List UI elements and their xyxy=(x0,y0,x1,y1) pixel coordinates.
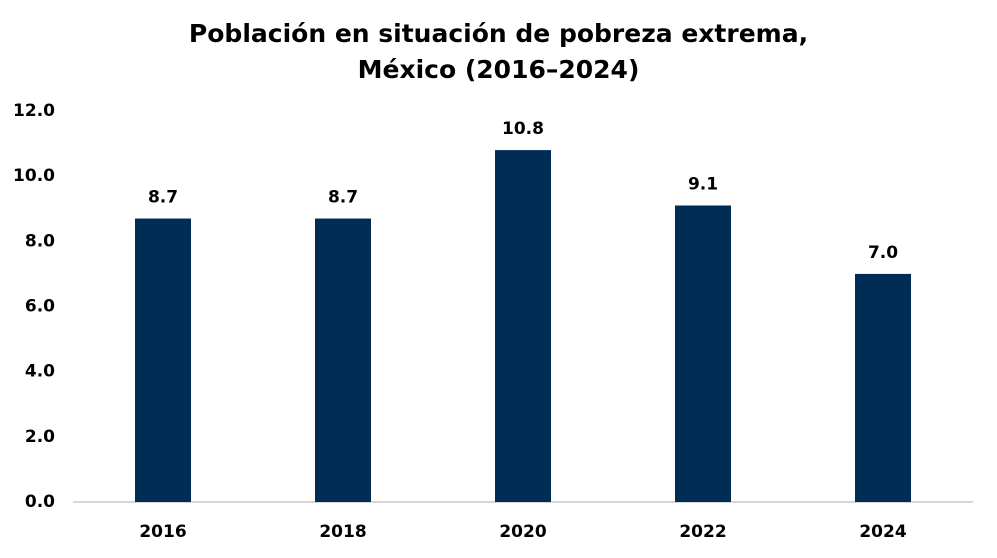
y-tick-label: 12.0 xyxy=(13,101,55,121)
bar xyxy=(495,150,551,502)
bar xyxy=(855,273,911,502)
y-tick-label: 8.0 xyxy=(25,231,55,251)
data-label: 8.7 xyxy=(328,188,358,208)
y-tick-label: 0.0 xyxy=(25,492,55,512)
title-box: Población en situación de pobreza extrem… xyxy=(0,16,997,88)
y-tick-label: 4.0 xyxy=(25,362,55,382)
chart-title: Población en situación de pobreza extrem… xyxy=(188,19,809,84)
y-tick-label: 2.0 xyxy=(25,427,55,447)
x-tick-label: 2016 xyxy=(139,522,186,542)
x-tick-label: 2018 xyxy=(319,522,366,542)
data-label: 9.1 xyxy=(688,174,718,194)
data-label: 10.8 xyxy=(502,119,544,139)
x-tick-label: 2022 xyxy=(679,522,726,542)
data-label: 7.0 xyxy=(868,243,898,263)
x-tick-label: 2024 xyxy=(859,522,906,542)
y-tick-label: 6.0 xyxy=(25,297,55,317)
bar xyxy=(675,205,731,502)
data-label: 8.7 xyxy=(148,188,178,208)
bar xyxy=(315,218,371,502)
x-tick-label: 2020 xyxy=(499,522,546,542)
bar xyxy=(135,218,191,502)
y-tick-label: 10.0 xyxy=(13,166,55,186)
